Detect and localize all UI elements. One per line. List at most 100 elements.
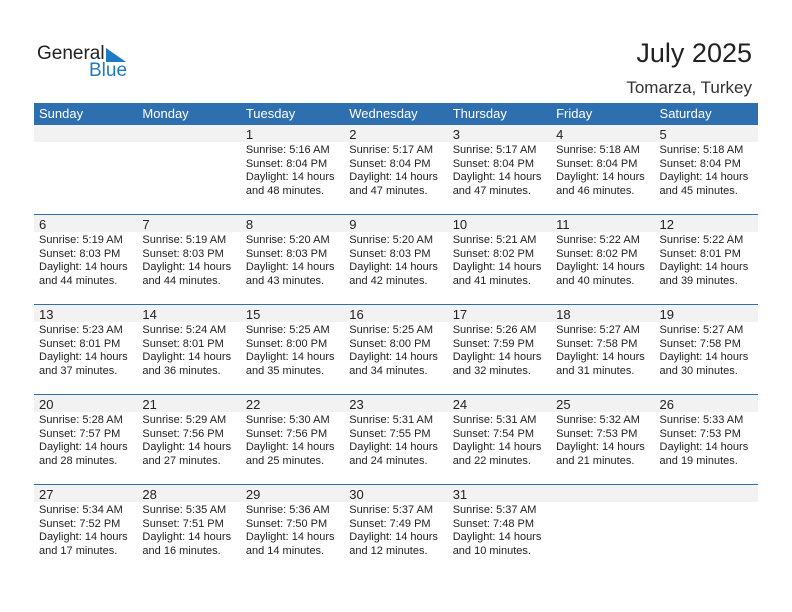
weekday-friday: Friday (556, 106, 593, 121)
daylight1-text: Daylight: 14 hours (556, 261, 645, 273)
day-info: Sunrise: 5:25 AM Sunset: 8:00 PM Daylight:… (241, 324, 344, 378)
sunrise-text: Sunrise: 5:21 AM (452, 234, 537, 246)
sunrise-text: Sunrise: 5:20 AM (245, 234, 330, 246)
sunset-text: Sunset: 8:02 PM (556, 247, 638, 260)
sunset-text: Sunset: 7:49 PM (349, 517, 431, 530)
day-cell: 27 Sunrise: 5:34 AM Sunset: 7:52 PM Dayligh… (34, 485, 138, 575)
day-info: Sunrise: 5:31 AM Sunset: 7:54 PM Daylight:… (448, 414, 551, 468)
day-cell: 4 Sunrise: 5:18 AM Sunset: 8:04 PM Daylight… (551, 125, 655, 215)
sunrise-text: Sunrise: 5:18 AM (556, 144, 640, 156)
day-number: 20 (34, 395, 138, 412)
day-cell: 1 Sunrise: 5:16 AM Sunset: 8:04 PM Daylight… (240, 125, 345, 215)
weekday-sunday: Sunday (39, 106, 84, 121)
day-cell: 20 Sunrise: 5:28 AM Sunset: 7:57 PM Dayligh… (34, 395, 138, 485)
daylight2-text: and 43 minutes. (245, 274, 325, 287)
day-info: Sunrise: 5:23 AM Sunset: 8:01 PM Daylight:… (34, 324, 137, 378)
day-info: Sunrise: 5:17 AM Sunset: 8:04 PM Daylight:… (448, 144, 551, 198)
day-cell: 25 Sunrise: 5:32 AM Sunset: 7:53 PM Dayligh… (551, 395, 655, 485)
day-cell: 23 Sunrise: 5:31 AM Sunset: 7:55 PM Dayligh… (344, 395, 448, 485)
day-cell: 16 Sunrise: 5:25 AM Sunset: 8:00 PM Dayligh… (344, 305, 448, 395)
daylight1-text: Daylight: 14 hours (39, 531, 128, 543)
daylight2-text: and 40 minutes. (556, 274, 635, 287)
daylight2-text: and 12 minutes. (349, 544, 428, 557)
week-row: 1 Sunrise: 5:16 AM Sunset: 8:04 PM Daylight… (34, 125, 758, 215)
daylight1-text: Daylight: 14 hours (452, 261, 542, 273)
day-cell: 31 Sunrise: 5:37 AM Sunset: 7:48 PM Dayligh… (447, 485, 552, 575)
day-info: Sunrise: 5:34 AM Sunset: 7:52 PM Daylight:… (34, 504, 137, 558)
weekday-tuesday: Tuesday (245, 106, 296, 121)
sunrise-text: Sunrise: 5:19 AM (39, 234, 123, 246)
daylight2-text: and 36 minutes. (142, 364, 221, 377)
page-title: July 2025 (636, 38, 752, 68)
day-info: Sunrise: 5:36 AM Sunset: 7:50 PM Daylight:… (241, 504, 344, 558)
daylight2-text: and 17 minutes. (39, 544, 118, 557)
empty-cell (34, 125, 138, 215)
sunrise-text: Sunrise: 5:30 AM (245, 414, 330, 426)
day-number: 30 (344, 485, 448, 502)
day-cell: 28 Sunrise: 5:35 AM Sunset: 7:51 PM Dayligh… (137, 485, 241, 575)
day-cell: 26 Sunrise: 5:33 AM Sunset: 7:53 PM Dayligh… (654, 395, 758, 485)
daylight1-text: Daylight: 14 hours (452, 351, 542, 363)
logo-triangle-icon (106, 48, 126, 62)
day-info: Sunrise: 5:20 AM Sunset: 8:03 PM Daylight:… (344, 234, 447, 288)
day-info: Sunrise: 5:27 AM Sunset: 7:58 PM Daylight:… (551, 324, 654, 378)
day-number: 28 (137, 485, 241, 502)
day-info: Sunrise: 5:22 AM Sunset: 8:01 PM Daylight:… (655, 234, 758, 288)
sunrise-text: Sunrise: 5:34 AM (39, 504, 123, 516)
daylight1-text: Daylight: 14 hours (659, 351, 749, 363)
location: Tomarza, Turkey (626, 78, 752, 97)
sunset-text: Sunset: 7:54 PM (452, 427, 535, 440)
day-cell: 24 Sunrise: 5:31 AM Sunset: 7:54 PM Dayligh… (447, 395, 552, 485)
sunset-text: Sunset: 7:52 PM (39, 517, 121, 530)
sunset-text: Sunset: 8:00 PM (245, 337, 328, 350)
day-number: 29 (240, 485, 345, 502)
week-row: 6 Sunrise: 5:19 AM Sunset: 8:03 PM Daylight… (34, 214, 758, 305)
logo-text-blue: Blue (89, 60, 128, 81)
daylight1-text: Daylight: 14 hours (142, 441, 232, 453)
sunset-text: Sunset: 8:04 PM (452, 157, 535, 170)
day-number: 2 (344, 125, 448, 142)
day-number: 5 (654, 125, 758, 142)
sunrise-text: Sunrise: 5:25 AM (245, 324, 330, 336)
daylight2-text: and 47 minutes. (349, 184, 428, 197)
day-info: Sunrise: 5:21 AM Sunset: 8:02 PM Daylight:… (448, 234, 551, 288)
daylight2-text: and 14 minutes. (245, 544, 325, 557)
sunset-text: Sunset: 7:51 PM (142, 517, 224, 530)
day-info: Sunrise: 5:37 AM Sunset: 7:48 PM Daylight:… (448, 504, 551, 558)
day-number: 6 (34, 215, 138, 232)
day-info: Sunrise: 5:18 AM Sunset: 8:04 PM Daylight:… (551, 144, 654, 198)
sunrise-text: Sunrise: 5:29 AM (142, 414, 227, 426)
daylight1-text: Daylight: 14 hours (556, 441, 645, 453)
daylight2-text: and 39 minutes. (659, 274, 738, 287)
daylight2-text: and 30 minutes. (659, 364, 738, 377)
sunrise-text: Sunrise: 5:28 AM (39, 414, 123, 426)
sunrise-text: Sunrise: 5:19 AM (142, 234, 227, 246)
daylight2-text: and 25 minutes. (245, 454, 325, 467)
sunrise-text: Sunrise: 5:20 AM (349, 234, 434, 246)
weekday-monday: Monday (142, 106, 189, 121)
sunrise-text: Sunrise: 5:27 AM (659, 324, 744, 336)
daylight2-text: and 44 minutes. (39, 274, 118, 287)
empty-cell (551, 485, 655, 575)
daylight1-text: Daylight: 14 hours (452, 441, 542, 453)
day-number: 24 (447, 395, 552, 412)
sunset-text: Sunset: 7:53 PM (659, 427, 741, 440)
day-number: 1 (240, 125, 345, 142)
day-cell: 22 Sunrise: 5:30 AM Sunset: 7:56 PM Dayligh… (240, 395, 345, 485)
day-number: 8 (240, 215, 345, 232)
day-cell: 7 Sunrise: 5:19 AM Sunset: 8:03 PM Daylight… (137, 215, 241, 305)
daylight1-text: Daylight: 14 hours (349, 441, 438, 453)
daylight1-text: Daylight: 14 hours (142, 531, 232, 543)
day-number (551, 485, 655, 502)
day-number: 25 (551, 395, 655, 412)
daylight1-text: Daylight: 14 hours (659, 261, 749, 273)
day-info: Sunrise: 5:18 AM Sunset: 8:04 PM Daylight:… (655, 144, 758, 198)
day-info: Sunrise: 5:25 AM Sunset: 8:00 PM Daylight:… (344, 324, 447, 378)
daylight2-text: and 10 minutes. (452, 544, 531, 557)
day-cell: 5 Sunrise: 5:18 AM Sunset: 8:04 PM Daylight… (654, 125, 758, 215)
daylight1-text: Daylight: 14 hours (245, 171, 335, 183)
day-info: Sunrise: 5:19 AM Sunset: 8:03 PM Daylight:… (34, 234, 137, 288)
sunrise-text: Sunrise: 5:17 AM (349, 144, 434, 156)
day-number: 15 (240, 305, 345, 322)
day-number: 31 (447, 485, 552, 502)
